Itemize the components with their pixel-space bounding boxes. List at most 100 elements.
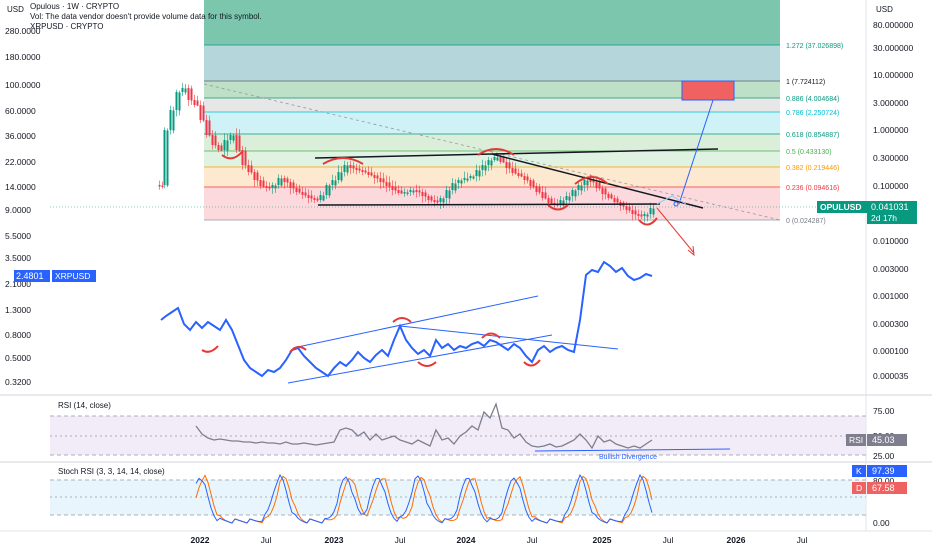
- candle-body: [277, 178, 280, 185]
- candle-body: [511, 168, 514, 173]
- rsi-line: [195, 401, 653, 450]
- candle-body: [424, 192, 427, 197]
- candle-body: [358, 168, 361, 171]
- rsi-tick-label: 25.00: [873, 451, 895, 461]
- fib-level-label: 0.786 (2.250724): [786, 110, 839, 117]
- candle-body: [517, 173, 520, 176]
- candle-body: [634, 210, 637, 215]
- fib-level-label: 1 (7.724112): [786, 79, 825, 86]
- opul-price-badge: OPULUSD 0.041031 2d 17h: [817, 201, 917, 224]
- time-tick-label: 2023: [325, 535, 344, 545]
- right-tick-label: 0.000035: [873, 371, 909, 381]
- candle-body: [253, 172, 256, 180]
- right-tick-label: 0.010000: [873, 236, 909, 246]
- candle-body: [610, 194, 613, 199]
- candle-body: [643, 214, 646, 216]
- candle-body: [364, 170, 367, 173]
- candle-body: [397, 190, 400, 193]
- candle-body: [163, 130, 166, 185]
- left-tick-label: 100.0000: [5, 80, 41, 90]
- candle-body: [208, 120, 211, 136]
- rsi-badge-label: RSI: [849, 435, 863, 445]
- candle-body: [595, 182, 598, 188]
- stoch-d-line: [195, 474, 653, 524]
- opul-countdown-label: 2d 17h: [871, 213, 897, 223]
- candle-body: [205, 120, 208, 135]
- candle-body: [463, 178, 466, 180]
- candle-body: [448, 190, 451, 199]
- candle-body: [625, 206, 628, 210]
- candle-body: [541, 192, 544, 198]
- volume-note: Vol: The data vendor doesn't provide vol…: [30, 12, 262, 21]
- candle-body: [403, 192, 406, 194]
- candle-body: [247, 165, 250, 172]
- candle-body: [580, 185, 583, 191]
- xrp-compare-line: [160, 260, 653, 378]
- candle-body: [439, 198, 442, 202]
- candle-body: [652, 208, 655, 215]
- rsi-title: RSI (14, close): [58, 401, 111, 410]
- candle-body: [601, 188, 604, 194]
- candle-body: [568, 196, 571, 201]
- candle-body: [577, 185, 580, 190]
- compare-symbol: XRPUSD · CRYPTO: [30, 22, 104, 31]
- candle-body: [496, 157, 499, 161]
- candle-body: [265, 186, 268, 188]
- candle-body: [391, 186, 394, 190]
- candle-body: [637, 214, 640, 216]
- candle-body: [418, 190, 421, 193]
- candle-body: [382, 178, 385, 183]
- candle-body: [538, 186, 541, 193]
- xrp-price-label: 2.4801: [16, 271, 44, 281]
- candle-body: [481, 165, 484, 170]
- candle-body: [565, 196, 568, 200]
- candle-body: [649, 208, 652, 214]
- candle-body: [307, 195, 310, 198]
- stoch-d-letter: D: [856, 483, 862, 493]
- candle-body: [550, 198, 553, 204]
- chart-header: Opulous · 1W · CRYPTO Vol: The data vend…: [30, 2, 262, 32]
- candle-body: [457, 180, 460, 183]
- candle-body: [343, 165, 346, 172]
- candle-body: [172, 110, 175, 131]
- candle-body: [502, 157, 505, 163]
- candle-body: [520, 173, 523, 177]
- candle-body: [547, 198, 550, 203]
- left-tick-label: 1.3000: [5, 305, 31, 315]
- stoch-k-line: [195, 473, 653, 524]
- candle-body: [487, 160, 490, 165]
- candle-body: [523, 176, 526, 180]
- candle-body: [271, 185, 274, 188]
- opul-candles: [158, 83, 655, 223]
- left-tick-label: 22.0000: [5, 157, 36, 167]
- candle-body: [409, 190, 412, 192]
- candle-body: [562, 200, 565, 206]
- right-tick-label: 10.000000: [873, 70, 913, 80]
- candle-body: [328, 185, 331, 196]
- candle-body: [379, 178, 382, 182]
- candle-body: [640, 214, 643, 217]
- stoch-tick-label: 80.00: [873, 476, 895, 486]
- candle-body: [559, 200, 562, 205]
- right-tick-label: 0.001000: [873, 291, 909, 301]
- candle-body: [158, 185, 161, 187]
- candle-body: [535, 186, 538, 192]
- candle-body: [421, 192, 424, 196]
- candle-body: [571, 190, 574, 196]
- candle-body: [436, 200, 439, 203]
- left-tick-label: 3.5000: [5, 253, 31, 263]
- candle-body: [373, 175, 376, 178]
- candle-body: [574, 190, 577, 197]
- rsi-tick-label: 75.00: [873, 406, 895, 416]
- time-tick-label: Jul: [261, 535, 272, 545]
- candle-body: [238, 135, 241, 151]
- candle-body: [316, 198, 319, 201]
- candle-body: [646, 214, 649, 217]
- stoch-k-letter: K: [856, 466, 862, 476]
- time-tick-label: Jul: [663, 535, 674, 545]
- time-tick-label: 2025: [593, 535, 612, 545]
- xrp-price-badge: 2.4801 XRPUSD: [14, 270, 96, 282]
- rsi-value: 45.03: [872, 435, 895, 445]
